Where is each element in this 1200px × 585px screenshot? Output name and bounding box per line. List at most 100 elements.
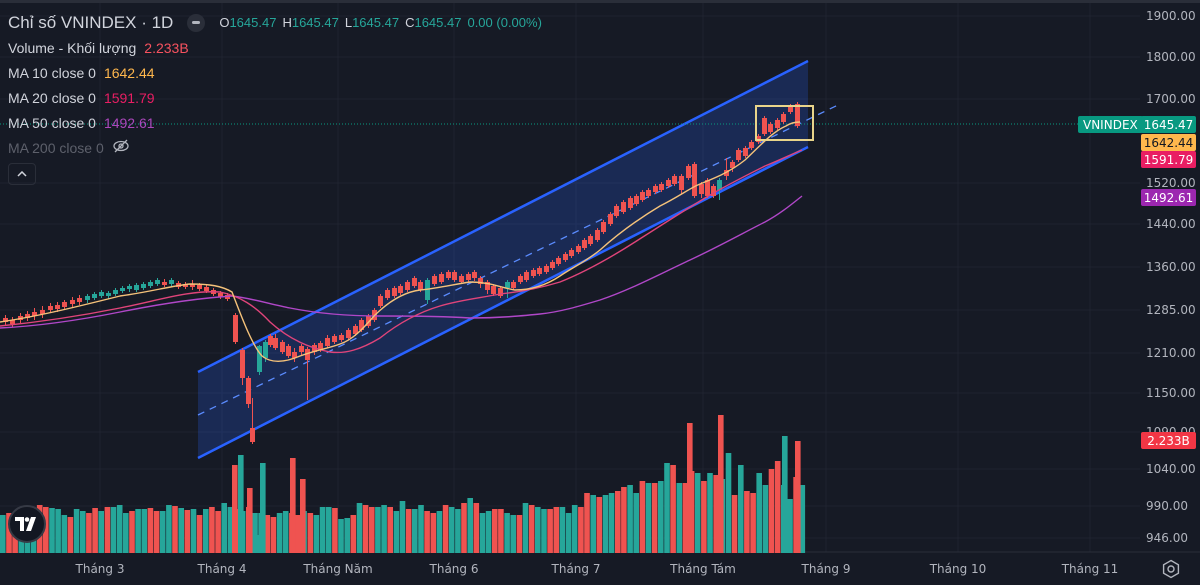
volume-bar	[467, 498, 473, 553]
candle-body	[134, 285, 139, 290]
volume-bar	[270, 517, 277, 553]
volume-bar	[461, 503, 467, 553]
volume-bar	[795, 441, 801, 553]
indicator-ma10[interactable]: MA 10 close 0 1642.44	[8, 60, 548, 85]
candle-body	[48, 306, 53, 310]
symbol-title[interactable]: Chỉ số VNINDEX · 1D	[8, 12, 174, 32]
volume-bar	[98, 511, 104, 553]
volume-bar	[196, 515, 203, 553]
low-value: 1645.47	[352, 15, 400, 30]
indicator-ma50[interactable]: MA 50 close 0 1492.61	[8, 110, 548, 135]
high-value: 1645.47	[291, 15, 339, 30]
candle-body	[582, 240, 587, 248]
volume-bar	[307, 513, 314, 553]
volume-bar	[744, 491, 750, 553]
channel-upper-line	[197, 59, 809, 374]
eye-hidden-icon[interactable]	[112, 139, 130, 156]
candle-body	[55, 305, 60, 309]
candle-body	[325, 338, 330, 346]
chevron-up-icon	[17, 171, 27, 177]
candle-body	[240, 350, 245, 378]
volume-bar	[731, 495, 738, 553]
volume-bar	[687, 423, 693, 553]
price-tick-label: 1700.00	[1146, 92, 1196, 106]
candle-body	[318, 343, 323, 350]
highlight-box	[755, 105, 814, 141]
volume-bar	[55, 509, 61, 553]
candle-body	[169, 280, 174, 284]
volume-bar	[418, 505, 424, 553]
candle-body	[77, 298, 82, 302]
volume-bar	[504, 513, 510, 553]
candle-body	[280, 342, 285, 352]
volume-bar	[0, 515, 6, 553]
price-tick-label: 990.00	[1146, 499, 1188, 513]
market-status-icon[interactable]	[187, 13, 206, 32]
last-price-tag: 1645.47	[1141, 116, 1196, 133]
candle-body	[405, 282, 410, 290]
top-border	[0, 0, 1200, 3]
candle-body	[425, 280, 430, 300]
volume-bar	[362, 505, 369, 553]
volume-bar	[750, 493, 756, 553]
candle-body	[472, 272, 477, 278]
volume-bar	[332, 508, 338, 553]
volume-bar	[215, 511, 221, 553]
volume-bar	[80, 511, 86, 553]
volume-bar	[356, 503, 363, 553]
volume-bar	[510, 515, 516, 553]
candle-body	[418, 282, 423, 290]
volume-bar	[67, 517, 74, 553]
volume-bar	[43, 507, 49, 553]
time-tick-label: Tháng Năm	[303, 562, 373, 576]
volume-bar	[166, 505, 172, 553]
tradingview-logo[interactable]	[8, 505, 46, 543]
indicator-name: Volume - Khối lượng	[8, 39, 137, 56]
volume-bar	[553, 507, 560, 553]
price-tick-label: 1285.00	[1146, 303, 1196, 317]
settings-gear-icon[interactable]	[1160, 558, 1182, 580]
indicator-volume[interactable]: Volume - Khối lượng 2.233B	[8, 35, 548, 60]
candle-body	[730, 162, 735, 168]
volume-bar	[135, 509, 141, 553]
ma10-line	[0, 121, 801, 362]
volume-bar	[172, 506, 178, 553]
indicator-name: MA 20 close 0	[8, 89, 96, 106]
indicator-name: MA 10 close 0	[8, 64, 96, 81]
volume-bar	[633, 493, 639, 553]
volume-bar	[707, 473, 713, 553]
candle-body	[775, 120, 780, 128]
volume-bar	[676, 483, 683, 553]
candle-body	[113, 290, 118, 294]
collapse-legend-button[interactable]	[8, 163, 36, 185]
time-tick-label: Tháng 6	[429, 562, 479, 576]
volume-bar	[799, 485, 806, 553]
indicator-ma200[interactable]: MA 200 close 0	[8, 135, 548, 160]
candle-body	[70, 300, 75, 304]
volume-bar	[227, 507, 234, 553]
volume-bar	[381, 505, 387, 553]
candle-body	[699, 184, 704, 194]
volume-bar	[590, 495, 596, 553]
volume-bar	[290, 458, 296, 553]
candle-body	[478, 278, 483, 284]
candle-body	[717, 180, 722, 190]
candle-body	[432, 276, 437, 284]
candle-body	[544, 266, 549, 272]
indicator-name: MA 50 close 0	[8, 114, 96, 131]
volume-bar	[787, 499, 793, 553]
volume-bar	[190, 509, 197, 553]
candle-body	[339, 335, 344, 340]
price-tick-label: 946.00	[1146, 531, 1188, 545]
volume-bar	[255, 535, 261, 553]
candle-body	[257, 346, 262, 372]
candle-body	[392, 288, 397, 296]
candle-body	[3, 318, 8, 322]
volume-bar	[203, 509, 209, 553]
indicator-ma20[interactable]: MA 20 close 0 1591.79	[8, 85, 548, 110]
candle-body	[601, 222, 606, 232]
volume-bar	[184, 510, 191, 553]
volume-bar	[247, 488, 253, 553]
